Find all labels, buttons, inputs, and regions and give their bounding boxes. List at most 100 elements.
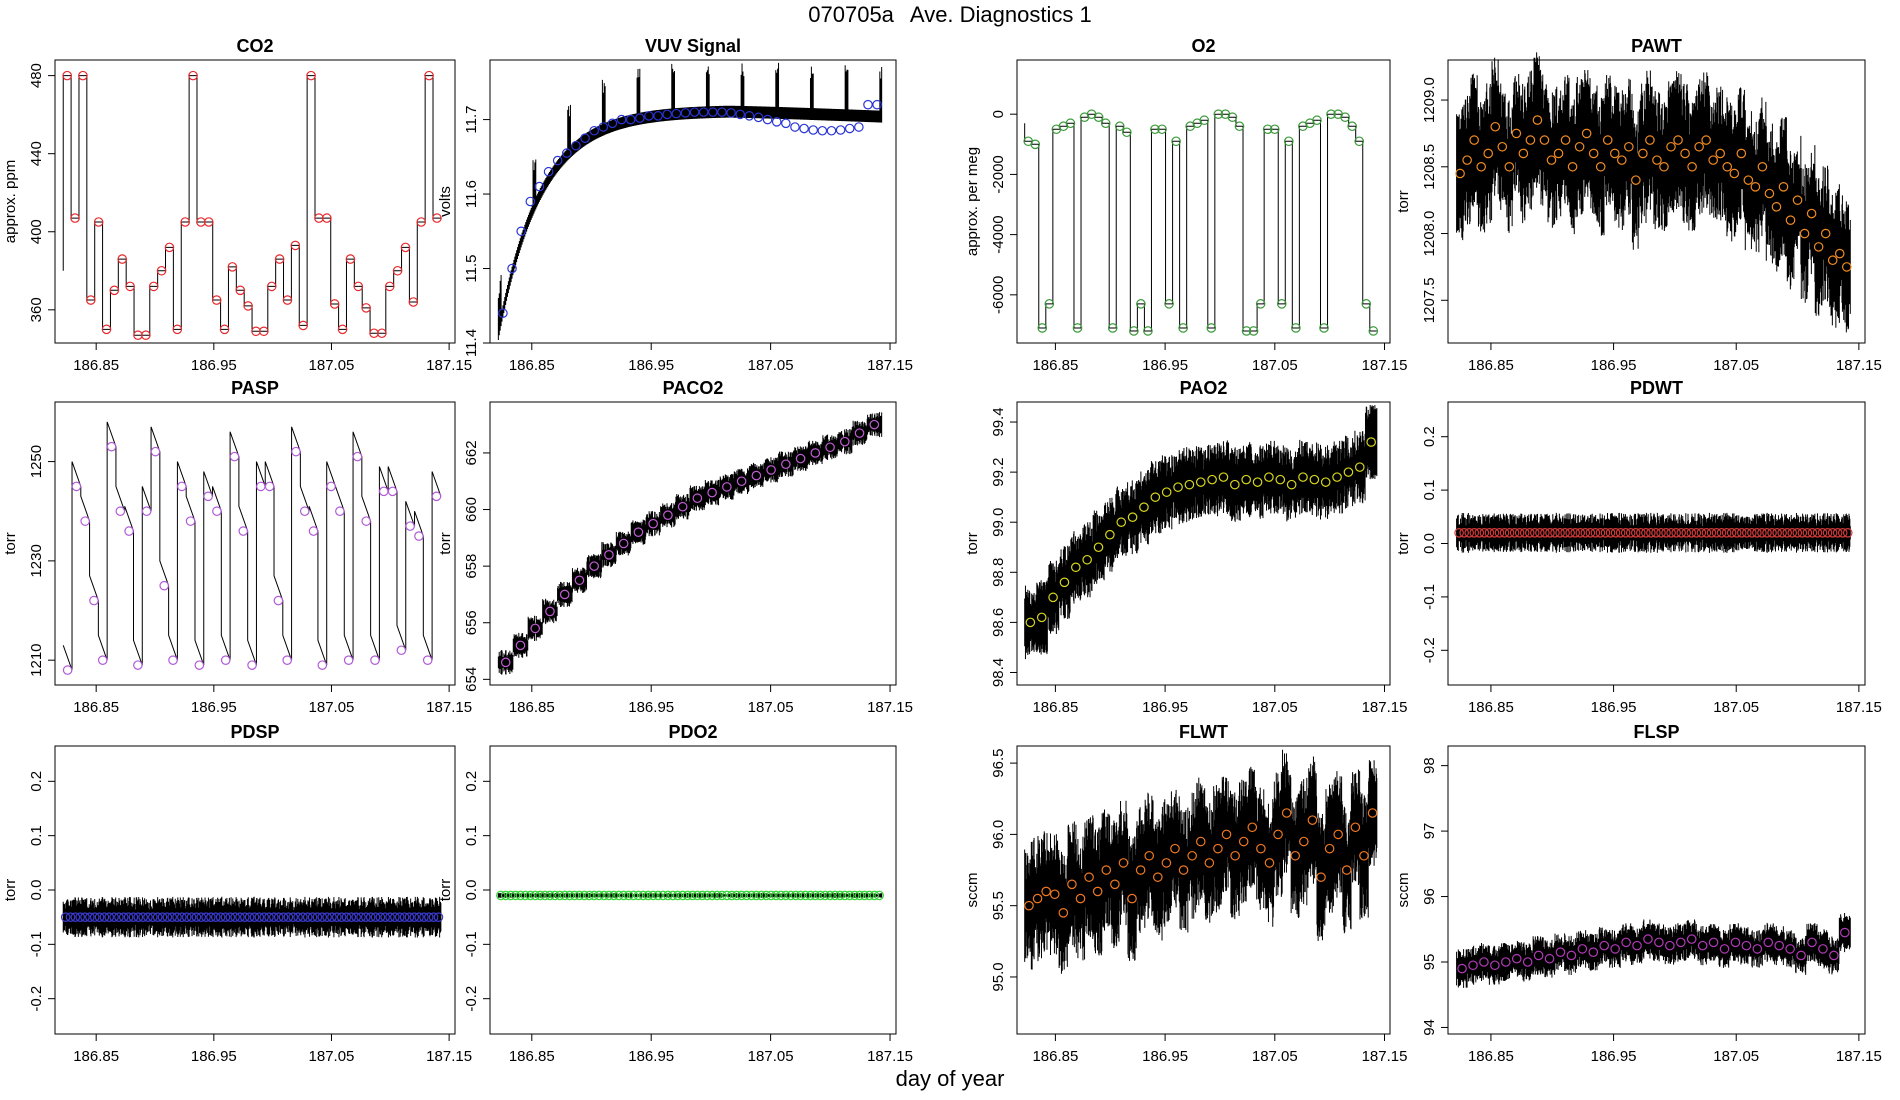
y-tick-label: 96 <box>1421 888 1438 905</box>
mean-point <box>1566 950 1577 961</box>
x-tick-label: 187.15 <box>426 357 472 374</box>
panel-o2: O2 186.85 186.95 187.05 187.15 -6000 -4000 -200… <box>964 36 1407 374</box>
mean-point <box>1067 879 1077 890</box>
mean-point <box>1807 937 1817 948</box>
mean-point <box>1659 161 1669 172</box>
raw-trace <box>62 75 441 336</box>
mean-point <box>854 890 865 901</box>
mean-point <box>1107 323 1118 333</box>
y-tick-label: 96.0 <box>990 820 1007 849</box>
mean-point <box>1230 850 1240 861</box>
mean-point <box>1273 829 1283 840</box>
mean-point <box>1686 528 1697 538</box>
y-tick-label: 654 <box>463 667 480 692</box>
mean-point <box>663 890 673 901</box>
x-tick-label: 187.05 <box>1252 357 1298 374</box>
mean-point <box>1150 124 1160 135</box>
mean-point <box>1532 115 1543 125</box>
mean-point <box>370 655 380 665</box>
mean-point <box>356 912 366 922</box>
mean-point <box>1504 528 1515 538</box>
mean-point <box>106 441 117 452</box>
mean-point <box>1032 893 1043 904</box>
x-tick-label: 187.05 <box>748 357 794 374</box>
mean-point <box>1127 512 1138 523</box>
y-axis-label: torr <box>1395 190 1412 213</box>
mean-point <box>399 912 410 922</box>
mean-point <box>1567 161 1578 172</box>
y-tick-label: 96.5 <box>990 749 1007 778</box>
mean-point <box>1771 202 1782 212</box>
mean-point <box>1691 528 1702 538</box>
mean-point <box>1359 850 1369 861</box>
mean-point <box>1711 528 1722 538</box>
mean-point <box>761 890 771 901</box>
mean-point <box>387 486 398 497</box>
mean-point <box>1762 528 1772 538</box>
mean-point <box>559 589 570 600</box>
mean-point <box>1602 135 1613 145</box>
panel-title: CO2 <box>236 36 273 56</box>
mean-point <box>1757 161 1768 172</box>
mean-point <box>1764 188 1775 199</box>
mean-point <box>118 912 129 922</box>
mean-point <box>744 111 755 121</box>
panel-pao2: PAO2 186.85 186.95 187.05 187.15 98.4 98.6 98.8… <box>964 378 1407 716</box>
mean-point <box>717 107 727 117</box>
y-tick-label: 1230 <box>28 544 45 577</box>
mean-point <box>1806 208 1817 219</box>
raw-trace <box>1024 749 1378 974</box>
mean-point <box>571 140 581 151</box>
mean-point <box>244 912 255 922</box>
mean-point <box>697 890 708 901</box>
mean-point <box>1656 528 1666 538</box>
mean-point <box>1262 124 1273 135</box>
mean-point <box>298 912 308 922</box>
mean-point <box>377 328 387 339</box>
mean-point <box>172 912 182 922</box>
mean-point <box>1234 121 1245 132</box>
y-tick-label: 400 <box>28 219 45 244</box>
mean-point <box>1752 528 1762 538</box>
x-tick-label: 187.15 <box>1362 357 1408 374</box>
mean-point <box>264 481 275 492</box>
mean-point <box>1320 477 1331 487</box>
mean-point <box>859 890 870 901</box>
mean-point <box>1834 248 1845 259</box>
mean-point <box>1479 957 1489 967</box>
mean-point <box>840 436 850 447</box>
mean-point <box>1164 299 1174 309</box>
mean-point <box>283 912 294 922</box>
mean-point <box>128 912 139 922</box>
mean-point <box>1469 135 1479 145</box>
mean-point <box>613 890 624 901</box>
mean-point <box>94 912 105 922</box>
mean-point <box>1464 528 1475 538</box>
mean-point <box>1299 836 1309 847</box>
x-tick-label: 186.85 <box>1468 357 1514 374</box>
mean-point <box>574 890 585 901</box>
panel-paco2: PACO2 186.85 186.95 187.05 187.15 654 656 658 66… <box>437 378 913 716</box>
mean-point <box>817 125 828 136</box>
mean-point <box>181 912 192 922</box>
mean-point <box>552 155 563 166</box>
mean-point <box>815 890 826 901</box>
mean-point <box>329 299 340 309</box>
mean-point <box>1673 135 1683 145</box>
y-tick-label: 95.0 <box>990 962 1007 991</box>
mean-point <box>1227 112 1238 123</box>
mean-point <box>515 640 526 651</box>
panel-title: PACO2 <box>663 378 724 398</box>
mean-point <box>1511 128 1522 139</box>
mean-point <box>580 133 590 143</box>
mean-point <box>1135 865 1146 875</box>
mean-point <box>1247 822 1258 833</box>
mean-point <box>776 890 786 901</box>
mean-point <box>1820 228 1831 239</box>
mean-point <box>635 113 645 123</box>
mean-point <box>781 459 791 470</box>
mean-point <box>682 890 693 901</box>
mean-point <box>633 527 644 537</box>
mean-point <box>1600 528 1611 538</box>
mean-point <box>269 912 279 922</box>
